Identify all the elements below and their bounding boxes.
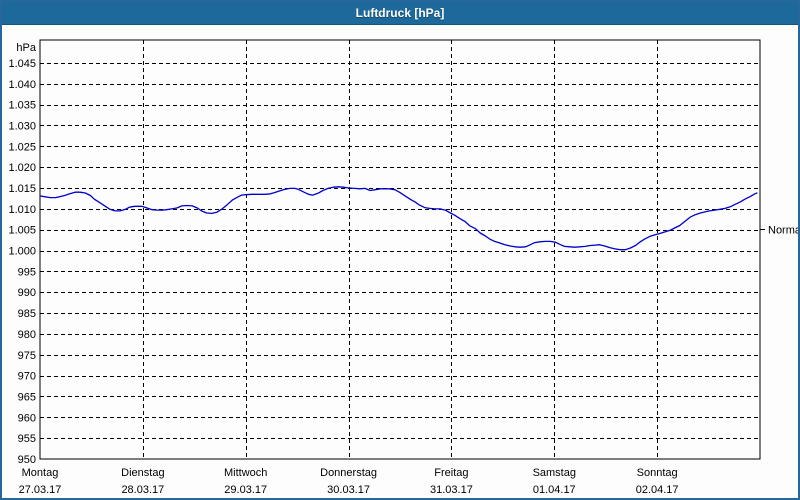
y-tick-label: 975: [18, 350, 36, 362]
chart-area: 1.045 1.040 1.035 1.030 1.025 1.020 1.015 1.010…: [2, 24, 798, 498]
y-tick-label: 970: [18, 371, 36, 383]
y-tick-label: 960: [18, 412, 36, 424]
y-axis-unit-label: hPa: [16, 42, 36, 54]
y-tick-label: 995: [18, 266, 36, 278]
day-label: Donnerstag: [320, 467, 377, 479]
day-label: Freitag: [434, 467, 468, 479]
date-label: 30.03.17: [327, 484, 370, 496]
window-title: Luftdruck [hPa]: [355, 6, 445, 20]
y-tick-label: 980: [18, 329, 36, 341]
y-tick-label: 1.005: [8, 225, 36, 237]
y-tick-label: 1.030: [8, 120, 36, 132]
date-label: 31.03.17: [430, 484, 473, 496]
y-tick-label: 1.025: [8, 141, 36, 153]
y-tick-label: 985: [18, 308, 36, 320]
day-label: Dienstag: [121, 467, 164, 479]
chart-svg: 1.045 1.040 1.035 1.030 1.025 1.020 1.015 1.010…: [8, 39, 798, 496]
y-tick-label: 1.020: [8, 162, 36, 174]
y-tick-label: 1.000: [8, 246, 36, 258]
plot-border: [39, 39, 761, 460]
day-label: Samstag: [533, 467, 576, 479]
y-tick-label: 965: [18, 391, 36, 403]
y-tick-label: 1.045: [8, 58, 36, 70]
date-label: 02.04.17: [636, 484, 679, 496]
day-label: Mittwoch: [224, 467, 267, 479]
window-titlebar: Luftdruck [hPa]: [2, 2, 798, 25]
y-tick-label: 1.040: [8, 79, 36, 91]
y-tick-label: 1.015: [8, 183, 36, 195]
pressure-line: [39, 186, 758, 251]
y-tick-label: 955: [18, 433, 36, 445]
y-tick-label: 1.010: [8, 204, 36, 216]
date-label: 27.03.17: [19, 484, 62, 496]
day-label: Montag: [22, 467, 59, 479]
date-label: 29.03.17: [224, 484, 267, 496]
day-label: Sonntag: [637, 467, 678, 479]
date-label: 28.03.17: [121, 484, 164, 496]
normal-label: Normal: [768, 225, 798, 237]
y-tick-label: 950: [18, 454, 36, 466]
y-tick-label: 990: [18, 287, 36, 299]
date-label: 01.04.17: [533, 484, 576, 496]
y-tick-label: 1.035: [8, 100, 36, 112]
